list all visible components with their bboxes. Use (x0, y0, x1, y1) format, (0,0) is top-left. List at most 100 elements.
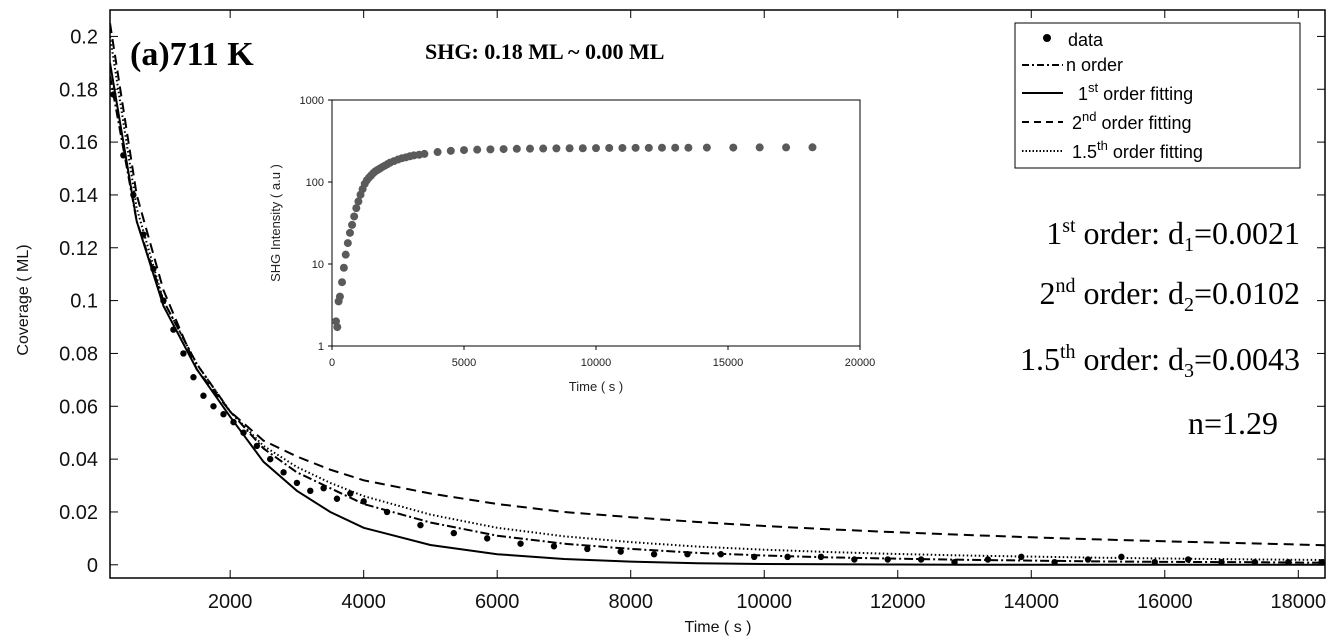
inset-data-point (333, 323, 342, 332)
data-point (280, 469, 287, 476)
series-line-solid (110, 62, 1325, 566)
y-tick-label: 0.14 (59, 185, 98, 207)
inset-data-point (729, 143, 738, 152)
y-tick-label: 0.02 (59, 502, 98, 524)
inset-x-tick-label: 15000 (713, 357, 744, 369)
main-series-group (110, 23, 1325, 566)
inset-data-point (338, 278, 347, 287)
main-axis-ticks: 2000 4000 6000 8000 10000 12000 14000 16000 1800… (59, 10, 1326, 613)
inset-data-point (512, 144, 521, 153)
inset-x-tick-label: 20000 (845, 357, 876, 369)
legend-second-order-label: 2nd order fitting (1072, 109, 1192, 133)
inset-data-point (755, 143, 764, 152)
data-point (210, 403, 217, 410)
inset-y-tick-label: 1 (318, 341, 324, 353)
x-tick-label: 6000 (475, 591, 520, 613)
series-line-dotted (110, 36, 1325, 561)
data-point (307, 487, 314, 495)
data-point (650, 551, 658, 558)
main-plot-frame (109, 9, 1326, 579)
data-point (984, 556, 992, 563)
data-point (517, 540, 524, 547)
legend-first-order-label: 1st order fitting (1078, 80, 1193, 104)
inset-data-point (702, 143, 711, 152)
inset-data-point (658, 143, 666, 152)
inset-data-point (499, 145, 508, 154)
inset-data-point (644, 143, 653, 152)
inset-y-tick-label: 1000 (300, 95, 324, 107)
inset-x-tick-label: 0 (329, 357, 335, 369)
inset-data-point (486, 145, 495, 154)
data-point (1218, 558, 1225, 566)
legend-data-marker (1043, 34, 1051, 42)
inset-y-axis-label: SHG Intensity ( a.u ) (268, 164, 283, 282)
data-point (1018, 553, 1025, 561)
inset-series-group (331, 143, 817, 332)
y-tick-label: 0.18 (59, 79, 98, 101)
data-point (293, 479, 301, 487)
inset-x-axis-label: Time ( s ) (569, 379, 623, 394)
data-point (550, 543, 558, 550)
y-tick-label: 0 (87, 555, 98, 577)
x-tick-label: 4000 (341, 591, 386, 613)
x-tick-label: 18000 (1270, 591, 1326, 613)
data-point (1251, 558, 1259, 566)
inset-data-point (605, 143, 614, 152)
inset-data-point (565, 144, 574, 153)
x-tick-label: 14000 (1003, 591, 1059, 613)
y-tick-label: 0.16 (59, 132, 98, 154)
inset-data-point (350, 212, 359, 221)
data-point (333, 495, 341, 502)
annotation-second-order: 2nd order: d2=0.0102 (1040, 275, 1300, 316)
data-point (220, 411, 227, 418)
inset-data-point (473, 145, 482, 154)
inset-data-point (339, 263, 348, 272)
inset-data-point (343, 239, 352, 248)
series-line-dashed (110, 23, 1325, 547)
legend-box (1014, 22, 1301, 169)
annotation-onehalf-order: 1.5th order: d3=0.0043 (1020, 341, 1300, 382)
inset-axis-ticks: 0 5000 10000 15000 20000 1 10 100 1000 (300, 95, 876, 369)
data-point (190, 374, 197, 381)
x-tick-label: 12000 (870, 591, 926, 613)
inset-data-point (808, 143, 817, 152)
inset-data-point (341, 250, 350, 259)
inset-data-point (552, 144, 561, 153)
x-tick-label: 16000 (1137, 591, 1193, 613)
inset-data-point (460, 146, 468, 155)
inset-data-point (618, 143, 627, 152)
x-tick-label: 8000 (608, 591, 653, 613)
data-point (347, 490, 354, 497)
inset-x-tick-label: 5000 (452, 357, 476, 369)
inset-data-point (354, 197, 363, 206)
data-point (180, 350, 187, 357)
y-tick-label: 0.2 (70, 26, 98, 48)
legend: data n order 1st order fitting 2nd order… (1014, 22, 1301, 169)
inset-data-point (420, 149, 429, 158)
data-point (267, 455, 274, 463)
annotation-n-value: n=1.29 (1188, 405, 1278, 441)
data-point (200, 392, 207, 399)
legend-data-label: data (1068, 30, 1104, 50)
inset-data-point (539, 144, 548, 153)
annotation-first-order: 1st order: d1=0.0021 (1046, 215, 1300, 256)
data-point (1118, 553, 1125, 561)
inset-data-point (526, 144, 534, 153)
inset-data-point (348, 220, 357, 229)
legend-onehalf-order-label: 1.5th order fitting (1072, 138, 1203, 162)
inset-y-tick-label: 100 (306, 177, 324, 189)
inset-y-tick-label: 10 (312, 259, 324, 271)
x-tick-label: 2000 (208, 591, 253, 613)
y-tick-label: 0.04 (59, 449, 98, 471)
inset-data-point (631, 143, 640, 152)
x-tick-label: 10000 (736, 591, 792, 613)
panel-label: (a)711 K (130, 36, 254, 73)
y-tick-label: 0.06 (59, 396, 98, 418)
inset-data-point (782, 143, 791, 152)
y-tick-label: 0.08 (59, 343, 98, 365)
data-point (483, 535, 491, 542)
inset-data-point (578, 144, 587, 153)
data-point (584, 545, 591, 553)
inset-data-point (446, 146, 455, 155)
